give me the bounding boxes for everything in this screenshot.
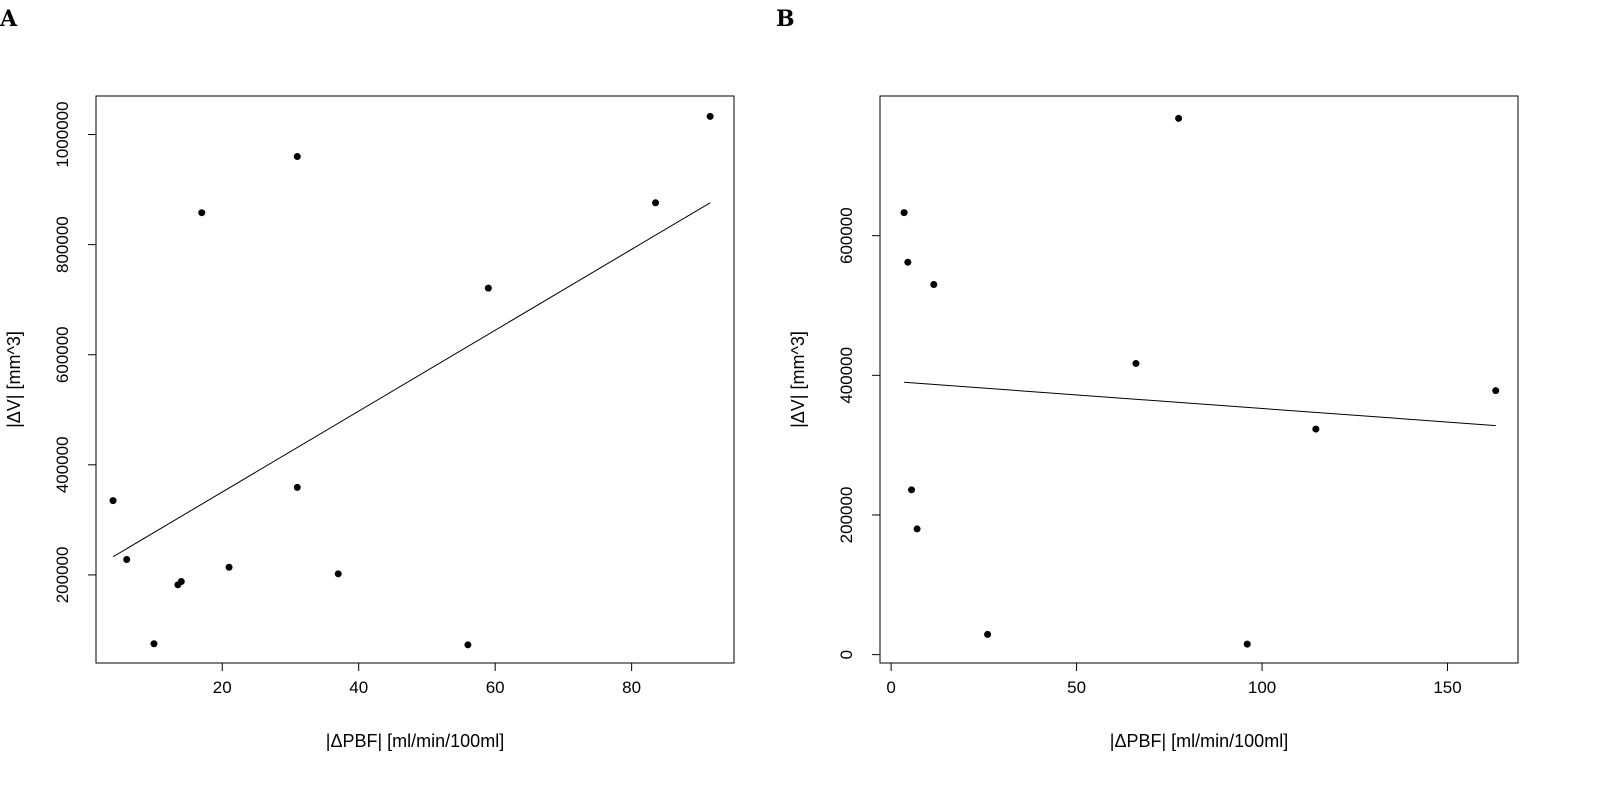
panel-b-x-axis: 0 50 100 150 [886, 663, 1462, 697]
panel-a-x-axis: 20 40 60 80 [213, 663, 641, 697]
panel-a-data-point [109, 497, 117, 505]
panel-a-x-tick-label: 40 [349, 678, 368, 697]
panel-b-points [900, 114, 1500, 648]
panel-b-regression-line [904, 381, 1496, 427]
panel-a-frame [95, 95, 735, 664]
panel-a-x-label: |ΔPBF| [ml/min/100ml] [326, 731, 504, 751]
panel-b-data-point [908, 486, 916, 494]
panel-b-x-tick-label: 50 [1067, 678, 1086, 697]
panel-a-x-tick-label: 80 [622, 678, 641, 697]
panel-a-data-point [177, 578, 185, 586]
panel-b-frame [879, 95, 1519, 664]
panel-a-data-point [198, 209, 206, 217]
panel-a-y-label: |ΔV| [mm^3] [4, 331, 24, 428]
panel-a-y-tick-label: 600000 [53, 326, 72, 383]
panel-a-data-point [150, 640, 158, 648]
panel-a: A 20 40 60 80 200000 400000 600000 800000 10000… [0, 6, 735, 751]
panel-a-x-tick-label: 20 [213, 678, 232, 697]
panel-b-data-point [1312, 425, 1320, 433]
panel-b-data-point [904, 258, 912, 266]
panel-b-data-point [900, 209, 908, 217]
panel-a-y-tick-label: 800000 [53, 216, 72, 273]
panel-b: B 0 50 100 150 0 200000 400000 600000 |ΔPBF| [… [776, 6, 1519, 751]
panel-b-data-point [930, 281, 938, 289]
panel-a-data-point [293, 153, 301, 161]
panel-b-data-point [913, 525, 921, 533]
panel-a-data-point [652, 199, 660, 207]
panel-a-y-axis: 200000 400000 600000 800000 1000000 [53, 101, 96, 603]
panel-b-x-label: |ΔPBF| [ml/min/100ml] [1110, 731, 1288, 751]
panel-b-y-tick-label: 0 [837, 650, 856, 659]
panel-a-data-point [225, 563, 233, 571]
panel-a-y-tick-label: 1000000 [53, 101, 72, 167]
panel-b-x-tick-label: 150 [1433, 678, 1461, 697]
panel-b-x-tick-label: 0 [886, 678, 895, 697]
panel-a-data-point [334, 570, 342, 578]
panel-a-regression-line [112, 202, 711, 558]
panel-a-x-tick-label: 60 [486, 678, 505, 697]
panel-b-data-point [1132, 359, 1140, 367]
panel-b-data-point [1492, 387, 1500, 395]
panel-b-y-tick-label: 600000 [837, 207, 856, 264]
panel-a-data-point [123, 556, 131, 564]
panel-a-data-point [464, 641, 472, 649]
panel-a-points [109, 112, 714, 649]
panel-b-data-point [1243, 640, 1251, 648]
panel-b-y-label: |ΔV| [mm^3] [788, 331, 808, 428]
panel-a-y-tick-label: 400000 [53, 436, 72, 493]
panel-b-y-tick-label: 400000 [837, 347, 856, 404]
panel-a-data-point [484, 284, 492, 292]
panel-a-data-point [706, 112, 714, 120]
panel-a-y-tick-label: 200000 [53, 547, 72, 604]
panel-b-x-tick-label: 100 [1248, 678, 1276, 697]
panel-b-data-point [984, 630, 992, 638]
panel-b-y-tick-label: 200000 [837, 487, 856, 544]
panel-b-y-axis: 0 200000 400000 600000 [837, 207, 880, 659]
panel-b-data-point [1175, 114, 1183, 122]
panel-a-data-point [293, 483, 301, 491]
panel-a-letter: A [0, 6, 18, 32]
panel-b-letter: B [776, 6, 795, 32]
